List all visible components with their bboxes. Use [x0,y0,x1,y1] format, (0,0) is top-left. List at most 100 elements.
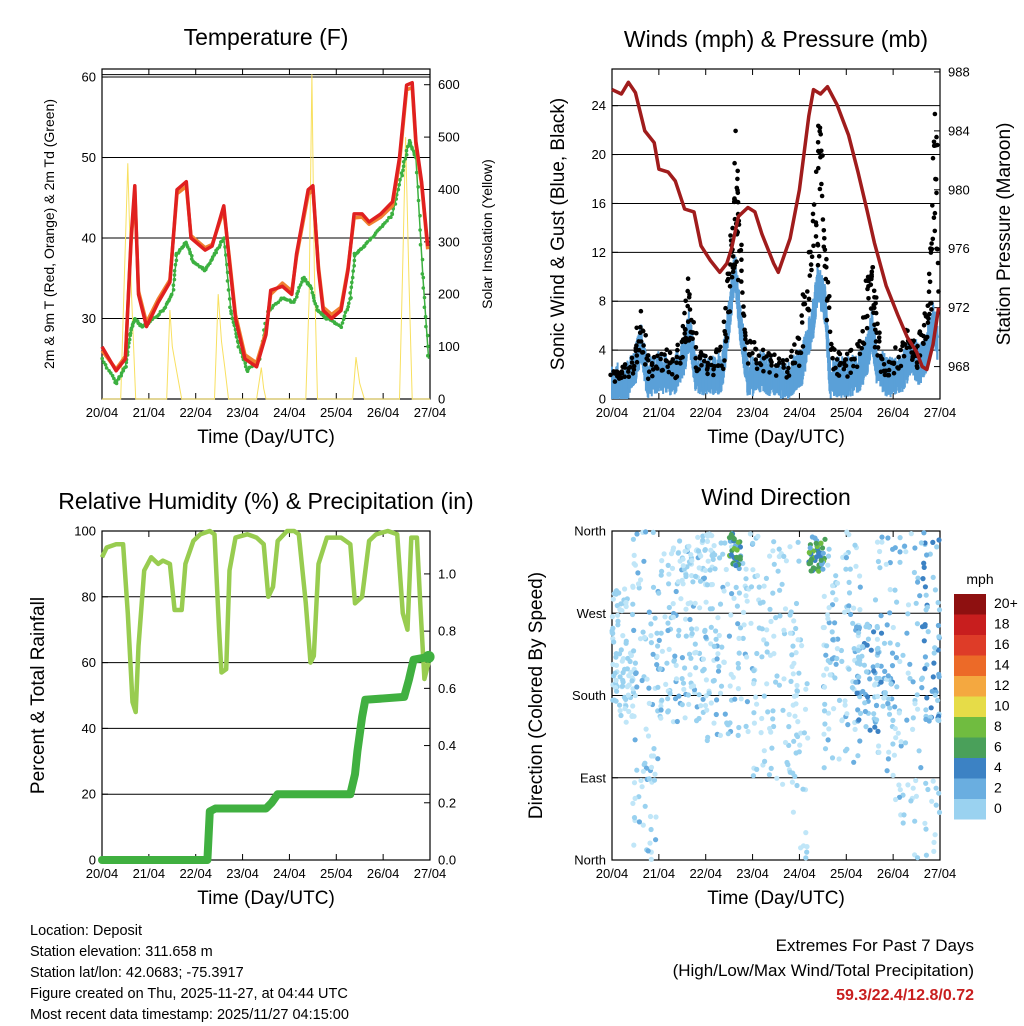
wind-direction-marker [687,600,694,606]
wind-direction-marker [764,627,770,633]
gust-marker [810,211,816,217]
wind-direction-marker [644,676,650,682]
gust-marker [658,356,663,362]
y-tick-label: 80 [82,589,96,604]
wind-direction-marker [682,715,688,721]
wind-direction-marker [759,654,765,660]
wind-direction-marker [707,567,713,573]
wind-direction-marker [857,607,863,613]
gust-marker [769,363,774,368]
station-info: Location: Deposit Station elevation: 311… [30,921,349,1026]
wind-direction-marker [735,660,741,667]
wind-direction-marker [758,730,764,736]
gust-marker [824,317,830,323]
wind-direction-marker [896,794,903,800]
wind-direction-marker [874,646,880,652]
gust-marker [645,353,651,358]
wind-direction-marker [704,582,711,588]
gust-marker [777,360,782,366]
speed-legend-label: 8 [994,718,1002,734]
wind-direction-marker [791,660,797,667]
wind-direction-marker [881,695,887,701]
wind-direction-marker [922,654,929,660]
wind-direction-marker [718,683,725,689]
gust-marker [650,373,655,379]
wind-direction-marker [652,771,658,777]
wind-direction-marker [851,605,857,611]
chart-title: Winds (mph) & Pressure (mb) [624,26,928,52]
wind-direction-marker [645,848,651,854]
gust-marker [638,324,643,330]
x-tick-label: 24/04 [783,405,816,420]
wind-direction-marker [743,723,749,730]
wind-direction-marker [731,595,737,602]
wind-direction-marker [619,658,625,664]
location-text: Location: Deposit [30,923,143,939]
gust-marker [935,142,940,148]
wind-direction-marker [883,561,889,567]
wind-direction-marker [933,785,939,791]
wind-direction-marker [787,769,793,775]
gust-marker [802,301,808,307]
wind-direction-marker [759,715,765,722]
gust-marker [865,313,870,319]
wind-direction-marker [681,686,687,692]
speed-legend-label: 14 [994,657,1010,673]
wind-direction-marker [624,684,631,690]
wind-direction-marker [881,640,888,646]
gust-marker [893,345,898,350]
wind-direction-marker [659,697,665,703]
gust-marker [645,358,651,363]
wind-direction-marker [844,711,850,717]
wind-direction-marker [814,554,820,560]
gust-marker [730,225,735,231]
y2-tick-label: 600 [438,77,460,92]
wind-direction-marker [782,739,789,746]
wind-direction-marker [826,726,832,732]
wind-direction-marker [871,629,877,635]
wind-direction-marker [623,719,629,725]
gust-marker [727,309,733,314]
gust-marker [629,360,635,365]
wind-direction-marker [891,752,898,758]
wind-direction-marker [645,733,652,739]
wind-direction-marker [640,822,646,828]
wind-direction-marker [812,535,818,541]
gust-marker [818,132,823,137]
wind-direction-marker [631,842,637,848]
wind-direction-marker [689,626,695,632]
wind-direction-marker [655,684,661,690]
wind-direction-marker [857,584,863,590]
gust-marker [687,307,693,312]
wind-direction-marker [666,646,672,653]
extremes-box: Extremes For Past 7 Days (High/Low/Max W… [673,933,974,1008]
wind-direction-marker [898,743,904,749]
wind-direction-marker [919,675,926,681]
wind-direction-marker [646,685,652,691]
gust-marker [809,254,815,259]
wind-direction-marker [787,612,793,618]
wind-direction-marker [648,826,654,833]
wind-direction-marker [875,728,881,735]
wind-direction-marker [902,740,909,746]
wind-direction-marker [816,568,822,574]
wind-direction-marker [666,581,672,587]
wind-direction-marker [838,647,845,654]
wind-direction-marker [613,698,619,704]
y-tick-label: North [574,853,606,868]
wind-direction-marker [689,631,695,637]
wind-direction-marker [803,855,809,861]
wind-direction-marker [922,666,928,672]
wind-direction-marker [922,584,929,590]
wind-direction-marker [750,773,757,779]
wind-direction-marker [893,655,900,661]
speed-legend-swatch [954,676,986,697]
wind-direction-marker [669,565,676,572]
gust-marker [933,177,939,182]
y-axis-label: Sonic Wind & Gust (Blue, Black) [548,98,569,370]
wind-direction-marker [890,624,896,631]
wind-direction-marker [639,677,645,684]
gust-marker [931,215,937,220]
x-tick-label: 20/04 [596,866,629,881]
gust-marker [626,374,632,380]
